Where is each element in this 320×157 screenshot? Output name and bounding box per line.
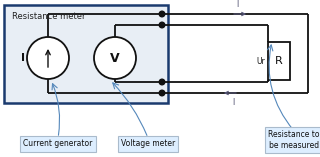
FancyBboxPatch shape: [268, 42, 290, 80]
Circle shape: [159, 79, 165, 85]
Text: I: I: [236, 0, 238, 9]
FancyBboxPatch shape: [4, 5, 168, 103]
Text: Voltage meter: Voltage meter: [121, 140, 175, 149]
Circle shape: [27, 37, 69, 79]
Text: Resistance meter: Resistance meter: [12, 12, 85, 21]
Text: I: I: [232, 98, 234, 107]
Text: Ur: Ur: [256, 57, 265, 65]
Text: Resistance to
be measured: Resistance to be measured: [268, 130, 320, 150]
Text: R: R: [275, 56, 283, 66]
Text: I: I: [21, 53, 25, 63]
Text: Current generator: Current generator: [23, 140, 93, 149]
Circle shape: [159, 22, 165, 28]
Text: V: V: [110, 51, 120, 65]
Circle shape: [159, 90, 165, 96]
Circle shape: [94, 37, 136, 79]
Circle shape: [159, 11, 165, 17]
